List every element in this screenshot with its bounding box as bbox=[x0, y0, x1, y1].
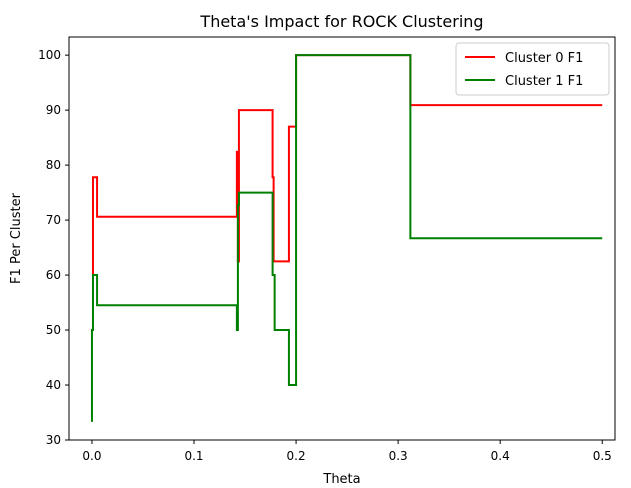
legend: Cluster 0 F1 Cluster 1 F1 bbox=[455, 42, 610, 96]
chart-title: Theta's Impact for ROCK Clustering bbox=[199, 12, 483, 31]
x-tick-label: 0.0 bbox=[82, 449, 101, 463]
legend-label-cluster-1: Cluster 1 F1 bbox=[505, 74, 583, 89]
x-tick-label: 0.4 bbox=[491, 449, 510, 463]
y-axis-label: F1 Per Cluster bbox=[9, 192, 24, 284]
y-tick-label: 40 bbox=[46, 378, 61, 392]
y-tick-label: 50 bbox=[46, 323, 61, 337]
x-tick-label: 0.2 bbox=[287, 449, 306, 463]
y-tick-label: 100 bbox=[38, 48, 61, 62]
y-tick-label: 60 bbox=[46, 268, 61, 282]
series-line-cluster-1 bbox=[90, 54, 603, 422]
x-tick-label: 0.1 bbox=[184, 449, 203, 463]
y-tick-label: 30 bbox=[46, 433, 61, 447]
axes-frame bbox=[68, 36, 616, 441]
x-tick-label: 0.3 bbox=[389, 449, 408, 463]
y-tick-label: 70 bbox=[46, 213, 61, 227]
plot-lines bbox=[90, 54, 603, 422]
y-tick-label: 90 bbox=[46, 103, 61, 117]
x-axis-label: Theta bbox=[322, 472, 360, 487]
legend-label-cluster-0: Cluster 0 F1 bbox=[505, 51, 583, 66]
x-tick-label: 0.5 bbox=[593, 449, 612, 463]
x-axis-ticks: 0.0 0.1 0.2 0.3 0.4 0.5 bbox=[82, 440, 612, 463]
y-tick-label: 80 bbox=[46, 158, 61, 172]
y-axis-ticks: 30 40 50 60 70 80 90 100 bbox=[38, 48, 69, 447]
